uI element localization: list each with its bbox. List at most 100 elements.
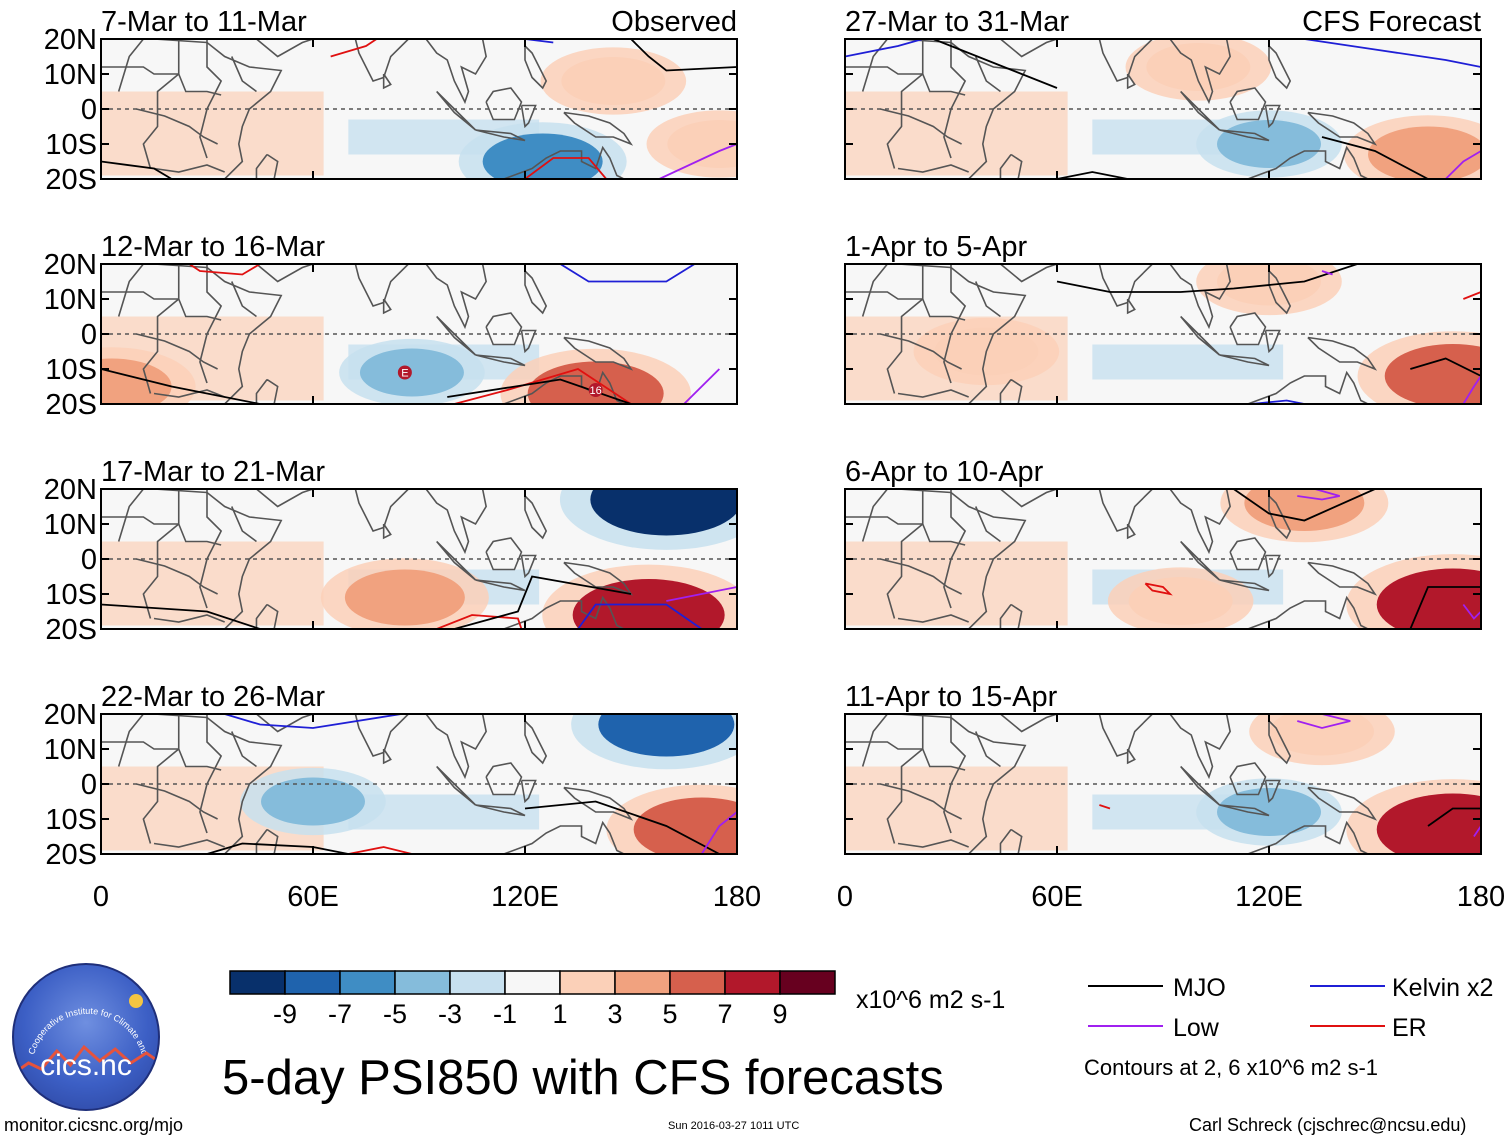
coastline (334, 714, 409, 757)
wave-contours (101, 39, 737, 179)
wave-contours (101, 264, 720, 404)
coastline (974, 506, 1001, 543)
coastline (153, 839, 225, 848)
y-tick-label: 20N (44, 474, 97, 506)
panel-value-label: 16 (590, 385, 602, 397)
y-tick-label: 10S (45, 354, 97, 386)
coastline (436, 765, 477, 806)
coastline (1126, 523, 1136, 540)
anomaly-band (845, 541, 1068, 626)
coastline (1169, 264, 1231, 330)
coastline (101, 264, 283, 404)
anomaly-blob (482, 133, 603, 179)
contour-line (330, 39, 378, 58)
coastline (1169, 489, 1231, 555)
y-tick-label: 20S (45, 164, 97, 196)
coastlines (845, 714, 1378, 854)
panel-period-title: 27-Mar to 31-Mar (845, 6, 1069, 38)
legend-label: MJO (1173, 974, 1226, 1002)
logo-text: cics.nc (40, 1049, 132, 1082)
y-tick-label: 20S (45, 839, 97, 871)
coastlines (101, 489, 634, 629)
anomaly-blob (1368, 126, 1481, 179)
coastline (1268, 270, 1292, 315)
coastline (1180, 315, 1221, 356)
contour-line (559, 264, 696, 283)
coastline (999, 603, 1023, 629)
anomaly-band (101, 541, 324, 626)
coastline (1229, 537, 1267, 571)
coastline (974, 56, 1001, 93)
colorbar: -9 -7 -5 -3 -1 1 3 5 7 9 x10^6 m2 s-1 (229, 970, 1005, 1029)
contour-line (1427, 807, 1481, 827)
coastline (1264, 779, 1281, 804)
coastline (436, 540, 477, 581)
y-tick-label: 0 (81, 544, 97, 576)
coastline (255, 153, 279, 179)
contour-line (436, 614, 523, 629)
colorbar-tick-label: 9 (772, 999, 787, 1029)
colorbar-swatch (394, 970, 451, 995)
logo-arc: Cooperative Institute for Climate and Sa… (14, 965, 150, 1056)
coastline (153, 389, 225, 398)
coastline (943, 714, 967, 834)
coastline (199, 714, 223, 834)
coastline (524, 45, 548, 90)
colorbar-swatch (779, 970, 836, 995)
coastline (1219, 354, 1270, 367)
coastline (382, 298, 392, 315)
coastline (1126, 298, 1136, 315)
contour-line (1445, 150, 1481, 179)
coastline (520, 104, 537, 129)
anomaly-field (101, 489, 737, 629)
x-tick-label: 0 (837, 881, 853, 913)
coastline (230, 731, 257, 768)
coastline (101, 489, 283, 629)
anomaly-blob (344, 569, 465, 626)
anomaly-blob (1217, 788, 1321, 836)
anomaly-blob (527, 361, 664, 404)
coastline (475, 579, 526, 592)
contour-line (101, 603, 261, 629)
coastline (101, 39, 283, 179)
colorbar-swatch (724, 970, 781, 995)
panel-period-title: 11-Apr to 15-Apr (845, 681, 1058, 713)
legend-label: Low (1173, 1014, 1220, 1042)
anomaly-field (101, 714, 737, 854)
coastline (1219, 804, 1270, 817)
contour-line (206, 842, 349, 854)
colorbar-tick-label: 5 (662, 999, 677, 1029)
y-tick-label: 0 (81, 94, 97, 126)
coastline (1247, 370, 1369, 404)
coastline (485, 762, 523, 796)
coastline (999, 489, 1058, 508)
anomaly-blob (1270, 714, 1374, 756)
coastline (880, 333, 962, 370)
coastline (1126, 73, 1136, 90)
wave-contours (101, 575, 737, 629)
contour-line (454, 575, 632, 629)
coastline (475, 354, 526, 367)
coastline (485, 312, 523, 346)
y-tick-label: 10N (44, 734, 97, 766)
coastline (485, 537, 523, 571)
coastline (1264, 104, 1281, 129)
contour-line (1462, 375, 1481, 404)
coastline (1264, 554, 1281, 579)
coastline (117, 489, 145, 542)
contour-line (1099, 804, 1111, 810)
anomaly-blob (590, 489, 737, 536)
coastline (117, 714, 145, 767)
legend-label: Kelvin x2 (1392, 974, 1493, 1002)
coastline (943, 39, 967, 159)
coastline (1180, 540, 1221, 581)
coastline (999, 714, 1058, 733)
coastline (334, 264, 409, 307)
anomaly-blob (1128, 577, 1233, 625)
contour-line (1321, 136, 1429, 179)
anomaly-blob (1244, 489, 1365, 531)
coastline (199, 264, 223, 384)
coastline (436, 90, 477, 131)
